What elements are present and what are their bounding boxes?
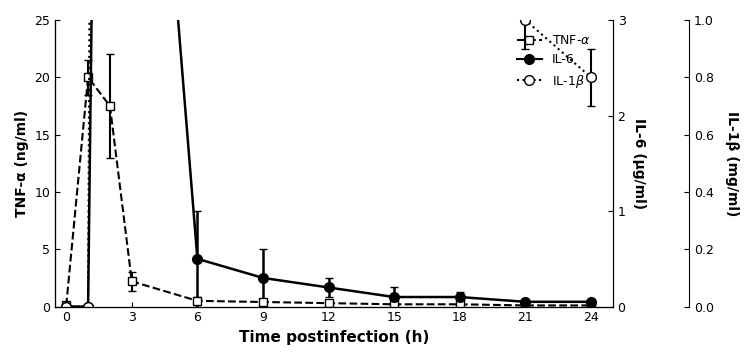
Y-axis label: IL-6 (μg/ml): IL-6 (μg/ml)	[633, 118, 646, 209]
Y-axis label: TNF-α (ng/ml): TNF-α (ng/ml)	[15, 110, 29, 217]
X-axis label: Time postinfection (h): Time postinfection (h)	[239, 330, 429, 345]
Legend: TNF-$\alpha$, IL-6, IL-1$\beta$: TNF-$\alpha$, IL-6, IL-1$\beta$	[512, 29, 596, 95]
Y-axis label: IL-1β (mg/ml): IL-1β (mg/ml)	[725, 111, 739, 216]
